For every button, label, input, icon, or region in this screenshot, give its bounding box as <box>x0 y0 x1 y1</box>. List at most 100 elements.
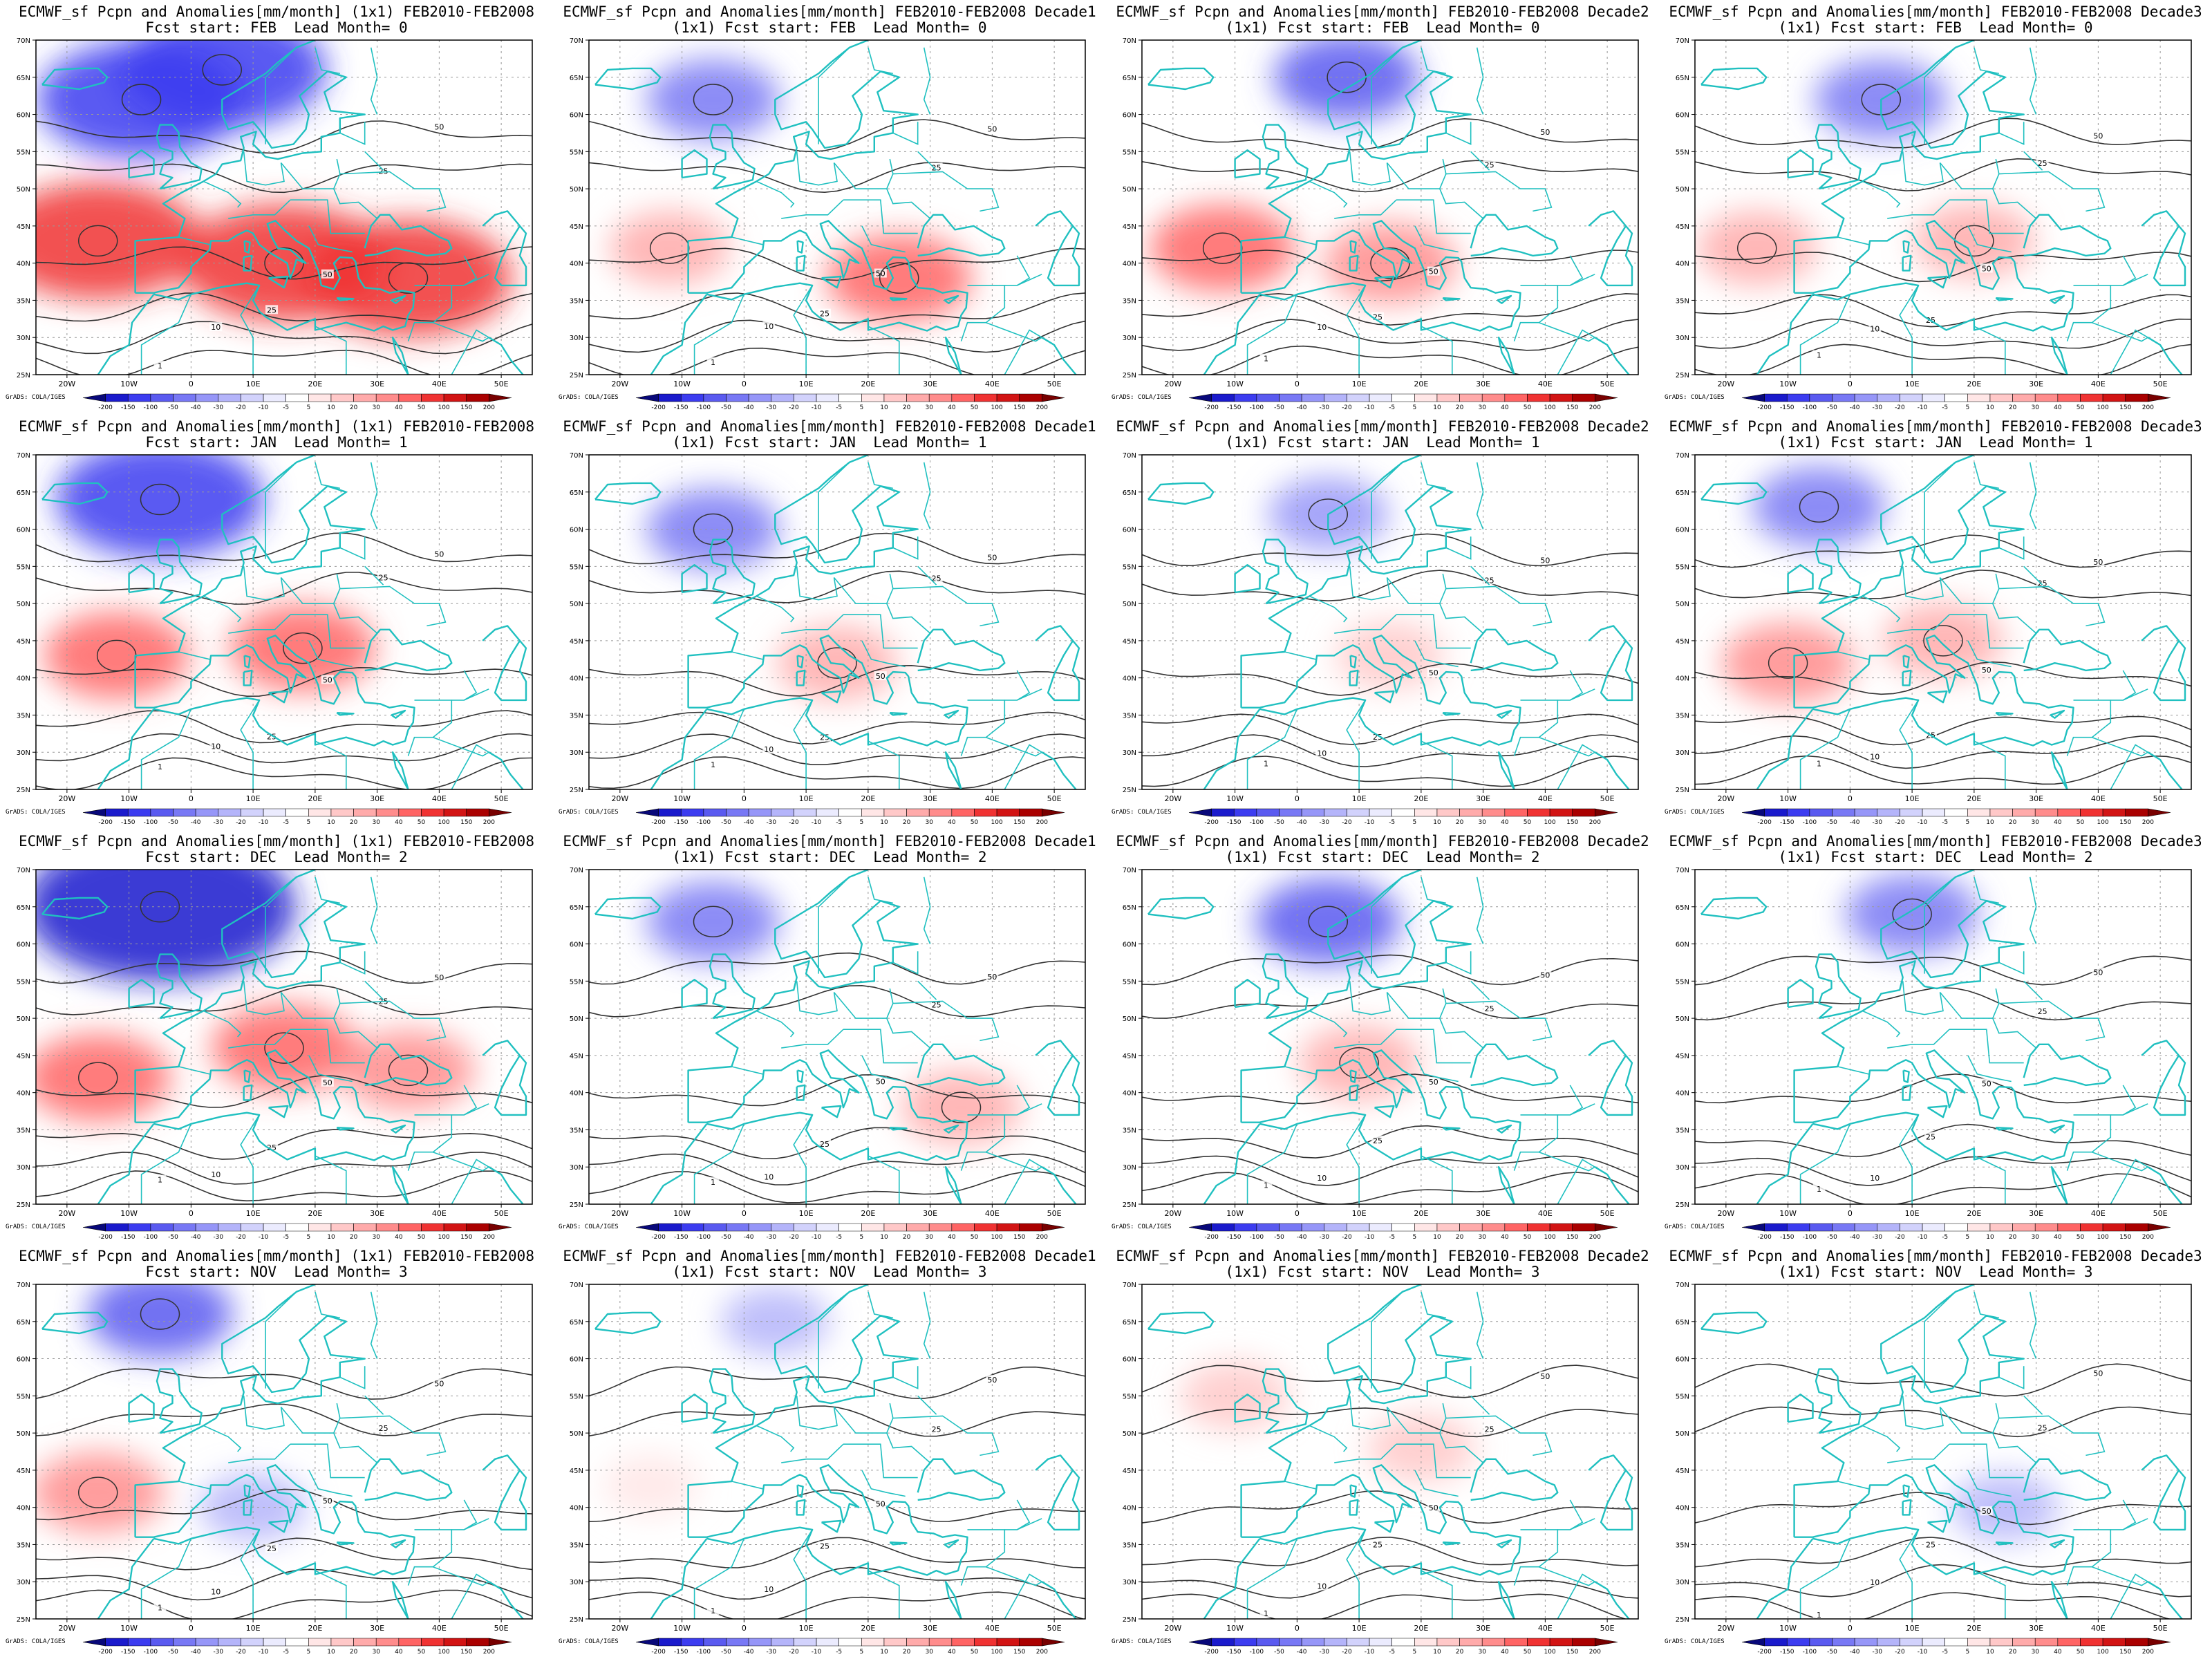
lat-tick-label: 30N <box>1676 1164 1689 1172</box>
lon-tick-label: 30E <box>1476 794 1490 803</box>
colorbar-label: -50 <box>1274 1649 1284 1656</box>
colorbar-label: 200 <box>483 1649 495 1656</box>
colorbar-label: -30 <box>213 404 223 411</box>
colorbar-swatch <box>1256 808 1280 817</box>
coastline <box>681 149 708 179</box>
country-border <box>2110 1499 2137 1530</box>
colorbar-swatch <box>1741 1223 1765 1232</box>
colorbar-label: -200 <box>98 819 113 826</box>
anomaly-area <box>721 1287 830 1356</box>
anomaly-area <box>56 455 264 559</box>
coastline <box>796 240 804 254</box>
lon-tick-label: 20W <box>1164 794 1181 803</box>
contour-line <box>1695 1406 2191 1438</box>
anomaly-area <box>341 1030 475 1111</box>
map-plot: 1102550255025N30N35N40N45N50N55N60N65N70… <box>570 867 1086 1241</box>
coastline <box>135 1049 415 1161</box>
colorbar-swatch <box>1459 1638 1483 1647</box>
colorbar-label: -30 <box>1319 1649 1329 1656</box>
coastline <box>1203 1123 1261 1204</box>
coastline <box>594 1311 662 1335</box>
colorbar-swatch <box>861 1223 885 1232</box>
colorbar-label: 10 <box>880 404 888 411</box>
coastline <box>1203 294 1261 375</box>
country-border <box>986 321 1042 342</box>
colorbar-swatch <box>2034 393 2059 402</box>
lat-tick-label: 30N <box>570 1579 583 1586</box>
colorbar-label: 50 <box>418 404 426 411</box>
country-border <box>1998 1415 2106 1456</box>
contour-label: 25 <box>1373 1541 1382 1550</box>
country-border <box>796 566 838 601</box>
lon-tick-label: 20W <box>58 379 75 388</box>
colorbar-swatch <box>906 393 930 402</box>
colorbar-label: -100 <box>1803 1234 1817 1241</box>
colorbar-swatch <box>1922 1223 1945 1232</box>
lat-tick-label: 60N <box>570 1356 583 1364</box>
colorbar-label: 40 <box>2054 1649 2062 1656</box>
country-border <box>1396 614 1471 649</box>
colorbar-swatch <box>680 1223 704 1232</box>
lon-tick-label: 0 <box>1295 1209 1300 1218</box>
coastline <box>709 1368 756 1434</box>
country-border <box>1949 199 2024 234</box>
lat-tick-label: 55N <box>1676 978 1689 986</box>
country-border <box>1837 651 1869 660</box>
colorbar-swatch <box>263 393 286 402</box>
country-border <box>339 171 447 212</box>
coastline <box>1147 482 1215 505</box>
colorbar-label: -100 <box>1803 819 1817 826</box>
colorbar-swatch <box>1504 1223 1528 1232</box>
colorbar-label: 30 <box>925 1234 933 1241</box>
country-border <box>793 1114 813 1204</box>
lat-tick-label: 65N <box>570 1319 583 1327</box>
colorbar-label: -30 <box>1872 819 1882 826</box>
country-border <box>923 462 931 529</box>
colorbar-label: 50 <box>1524 404 1532 411</box>
panel-title: ECMWF_sf Pcpn and Anomalies[mm/month] FE… <box>563 3 1096 20</box>
contour-line <box>1370 247 1410 279</box>
country-border <box>833 988 894 1019</box>
colorbar-swatch <box>974 808 997 817</box>
country-border <box>463 688 489 701</box>
lon-tick-label: 30E <box>1476 1209 1490 1218</box>
contour-line <box>36 532 532 563</box>
colorbar-label: 20 <box>2009 1234 2017 1241</box>
country-border <box>433 321 489 342</box>
country-border <box>986 736 1042 757</box>
colorbar-label: -200 <box>1757 819 1772 826</box>
lon-tick-label: 20W <box>611 1624 628 1633</box>
colorbar-label: 40 <box>948 404 956 411</box>
country-border <box>407 1114 453 1171</box>
colorbar-label: -40 <box>191 819 201 826</box>
country-border <box>1421 1291 1446 1319</box>
colorbar-swatch <box>82 1223 106 1232</box>
colorbar-swatch <box>308 808 332 817</box>
coastline <box>1588 625 1633 702</box>
contour-line <box>36 321 532 355</box>
coastline <box>681 979 708 1009</box>
colorbar-swatch <box>1527 1223 1550 1232</box>
coastline <box>1470 1458 1559 1501</box>
contour-label: 50 <box>323 1078 332 1087</box>
contour-line <box>36 1152 532 1185</box>
lon-tick-label: 20W <box>1717 1209 1734 1218</box>
coastline <box>128 979 155 1009</box>
colorbar-label: -200 <box>98 1234 113 1241</box>
colorbar-label: 150 <box>2119 404 2131 411</box>
colorbar-label: 100 <box>2097 819 2109 826</box>
country-border <box>796 1396 838 1430</box>
country-border <box>1902 151 1944 186</box>
coastline <box>796 1084 806 1101</box>
lon-tick-label: 10W <box>673 794 691 803</box>
colorbar-label: 50 <box>2077 404 2085 411</box>
colorbar-swatch <box>928 1638 953 1647</box>
coastline <box>821 1105 842 1118</box>
lon-tick-label: 20W <box>1717 379 1734 388</box>
coastline <box>1815 124 1862 190</box>
colorbar-label: -50 <box>721 819 731 826</box>
colorbar-label: 10 <box>327 404 335 411</box>
colorbar-label: -200 <box>1204 1649 1219 1656</box>
coastline <box>1787 979 1814 1009</box>
coastline <box>391 294 406 304</box>
